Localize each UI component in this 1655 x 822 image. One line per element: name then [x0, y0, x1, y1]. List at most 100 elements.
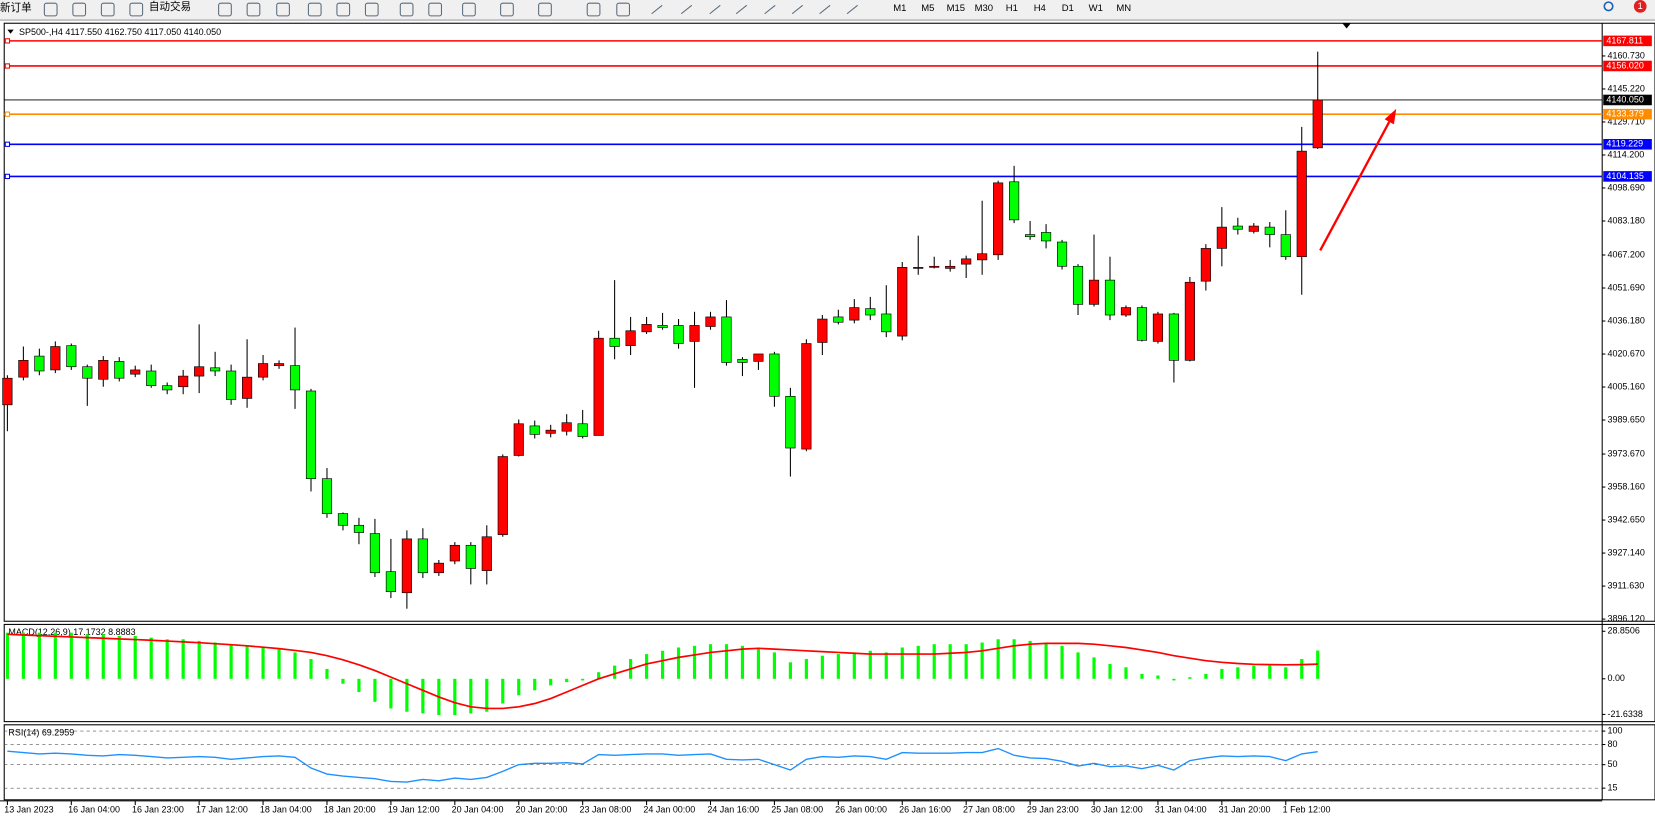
candle-body: [353, 524, 365, 533]
toolbar-icon[interactable]: [336, 2, 351, 17]
macd-bar: [1156, 675, 1160, 679]
macd-bar: [964, 644, 968, 679]
x-tick-label: 18 Jan 20:00: [324, 805, 376, 815]
toolbar-icon[interactable]: [586, 2, 601, 17]
y-tick-label: 4036.180: [1607, 315, 1644, 325]
level-label-bg: [1603, 60, 1652, 72]
toolbar-icon[interactable]: [218, 2, 232, 17]
candle-body: [641, 324, 652, 333]
timeframe-button[interactable]: W1: [1089, 3, 1103, 14]
new-order-button[interactable]: 新订单: [0, 1, 32, 14]
timeframe-button[interactable]: H1: [1006, 3, 1018, 14]
x-tick-label: 19 Jan 12:00: [388, 805, 440, 815]
macd-bar: [5, 632, 9, 679]
macd-bar: [261, 647, 265, 679]
toolbar-icon[interactable]: [72, 2, 87, 17]
candle-body: [1136, 307, 1148, 341]
x-tick-label: 13 Jan 2023: [4, 805, 53, 815]
level-label: 4140.050: [1606, 94, 1643, 104]
candle-body: [897, 267, 908, 337]
toolbar-icon[interactable]: [709, 4, 721, 15]
macd-bar: [421, 678, 425, 714]
toolbar-icon[interactable]: [538, 2, 552, 17]
level-handle: [4, 63, 11, 69]
toolbar-icon[interactable]: [500, 2, 514, 17]
candle-body: [689, 325, 700, 342]
toolbar-icon[interactable]: [846, 4, 858, 15]
toolbar-icon[interactable]: [791, 4, 804, 15]
candle-body: [114, 361, 125, 379]
search-icon[interactable]: [1603, 1, 1614, 12]
y-tick-label: 3989.650: [1607, 414, 1644, 424]
level-label: 4119.229: [1606, 139, 1643, 149]
timeframe-button[interactable]: M15: [947, 3, 965, 14]
toolbar-icon[interactable]: [276, 2, 290, 17]
toolbar-icon[interactable]: [364, 2, 379, 17]
macd-bar: [213, 642, 217, 679]
macd-bar: [772, 652, 777, 679]
toolbar-icon[interactable]: [428, 2, 443, 17]
toolbar-icon[interactable]: [129, 2, 144, 17]
candle-body: [817, 318, 828, 343]
toolbar-icon[interactable]: [462, 2, 476, 17]
notification-badge[interactable]: [1633, 0, 1647, 13]
toolbar-icon[interactable]: [735, 4, 748, 15]
macd-bar: [357, 678, 361, 692]
timeframe-button[interactable]: D1: [1062, 3, 1074, 14]
macd-bar: [692, 645, 697, 679]
toolbar-icon[interactable]: [399, 2, 414, 17]
level-label-bg: [1603, 138, 1652, 150]
macd-bar: [1236, 667, 1240, 679]
candle-body: [1232, 225, 1243, 230]
macd-bar: [868, 650, 872, 679]
timeframe-button[interactable]: M1: [893, 3, 906, 14]
toolbar-icon[interactable]: [680, 4, 693, 15]
candle-body: [273, 363, 285, 366]
candle-body: [433, 562, 444, 574]
macd-bar: [613, 665, 617, 679]
annotation-arrowhead: [1384, 108, 1397, 125]
macd-bar: [133, 635, 137, 679]
macd-bar: [1060, 645, 1064, 679]
toolbar-icon[interactable]: [651, 4, 663, 15]
toolbar-icon[interactable]: [246, 2, 261, 17]
timeframe-button[interactable]: M30: [975, 3, 993, 14]
candle-body: [18, 360, 29, 378]
toolbar-icon[interactable]: [307, 2, 322, 17]
toolbar-icon[interactable]: [100, 2, 115, 17]
x-tick-label: 1 Feb 12:00: [1283, 805, 1331, 815]
toolbar-icon[interactable]: [616, 2, 630, 17]
candle-body: [593, 337, 604, 436]
shift-marker: [1342, 23, 1351, 29]
macd-bar: [1268, 665, 1272, 679]
candle-body: [449, 544, 460, 562]
candle-body: [1056, 241, 1068, 267]
y-tick-label: 3958.160: [1607, 481, 1644, 491]
macd-bar: [85, 634, 89, 679]
candle-body: [465, 544, 476, 569]
toolbar-icon[interactable]: [764, 4, 776, 15]
y-tick-label: 4098.690: [1607, 182, 1644, 192]
candle-body: [1152, 313, 1163, 342]
y-tick-label: 4114.200: [1607, 149, 1644, 159]
main-panel: [3, 22, 1655, 622]
x-tick-label: 17 Jan 12:00: [196, 805, 248, 815]
toolbar-icons: M1 M5 M15 M30 H1 H4 D1 W1 MN: [43, 2, 1131, 17]
candle-body: [34, 355, 45, 372]
candle-body: [210, 367, 221, 372]
timeframe-button[interactable]: H4: [1034, 3, 1046, 14]
macd-signal: [7, 633, 1318, 710]
toolbar-icon[interactable]: [43, 2, 58, 17]
auto-trading-button[interactable]: 自动交易: [149, 0, 191, 13]
timeframe-button[interactable]: MN: [1116, 3, 1131, 14]
collapse-arrow[interactable]: [7, 29, 14, 34]
timeframe-button[interactable]: M5: [921, 3, 934, 14]
macd-bar: [181, 639, 185, 679]
macd-bar: [1284, 667, 1288, 679]
candle-body: [1184, 281, 1195, 361]
candle-body: [66, 345, 77, 368]
toolbar-icon[interactable]: [819, 4, 831, 15]
candle-body: [369, 533, 380, 574]
